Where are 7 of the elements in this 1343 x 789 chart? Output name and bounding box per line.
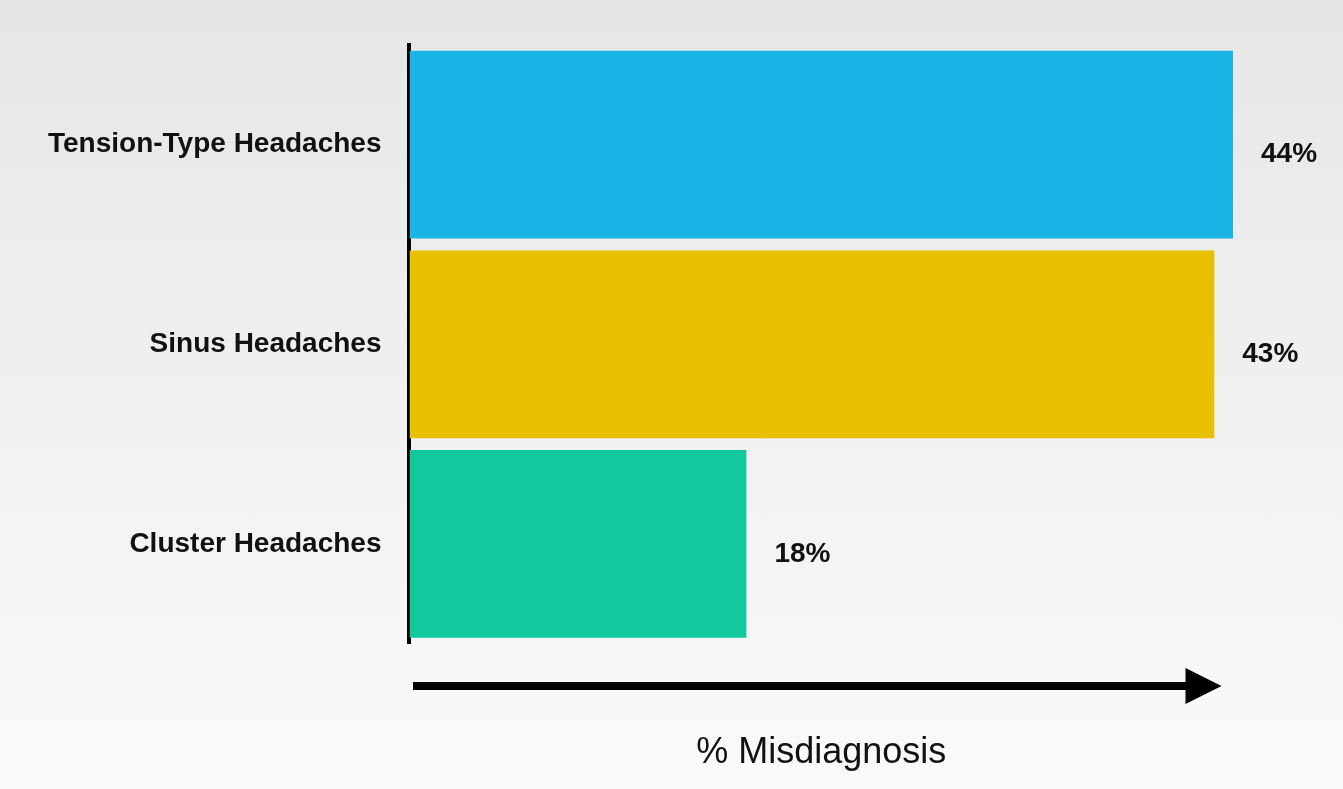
x-axis-title: % Misdiagnosis <box>696 730 947 772</box>
data-label: 44% <box>1261 137 1318 169</box>
y-tick-label: Sinus Headaches <box>149 327 382 359</box>
y-tick-label: Tension-Type Headaches <box>48 127 382 159</box>
data-label: 43% <box>1242 337 1299 369</box>
y-tick-label: Cluster Headaches <box>129 526 382 558</box>
data-label: 18% <box>774 536 831 568</box>
